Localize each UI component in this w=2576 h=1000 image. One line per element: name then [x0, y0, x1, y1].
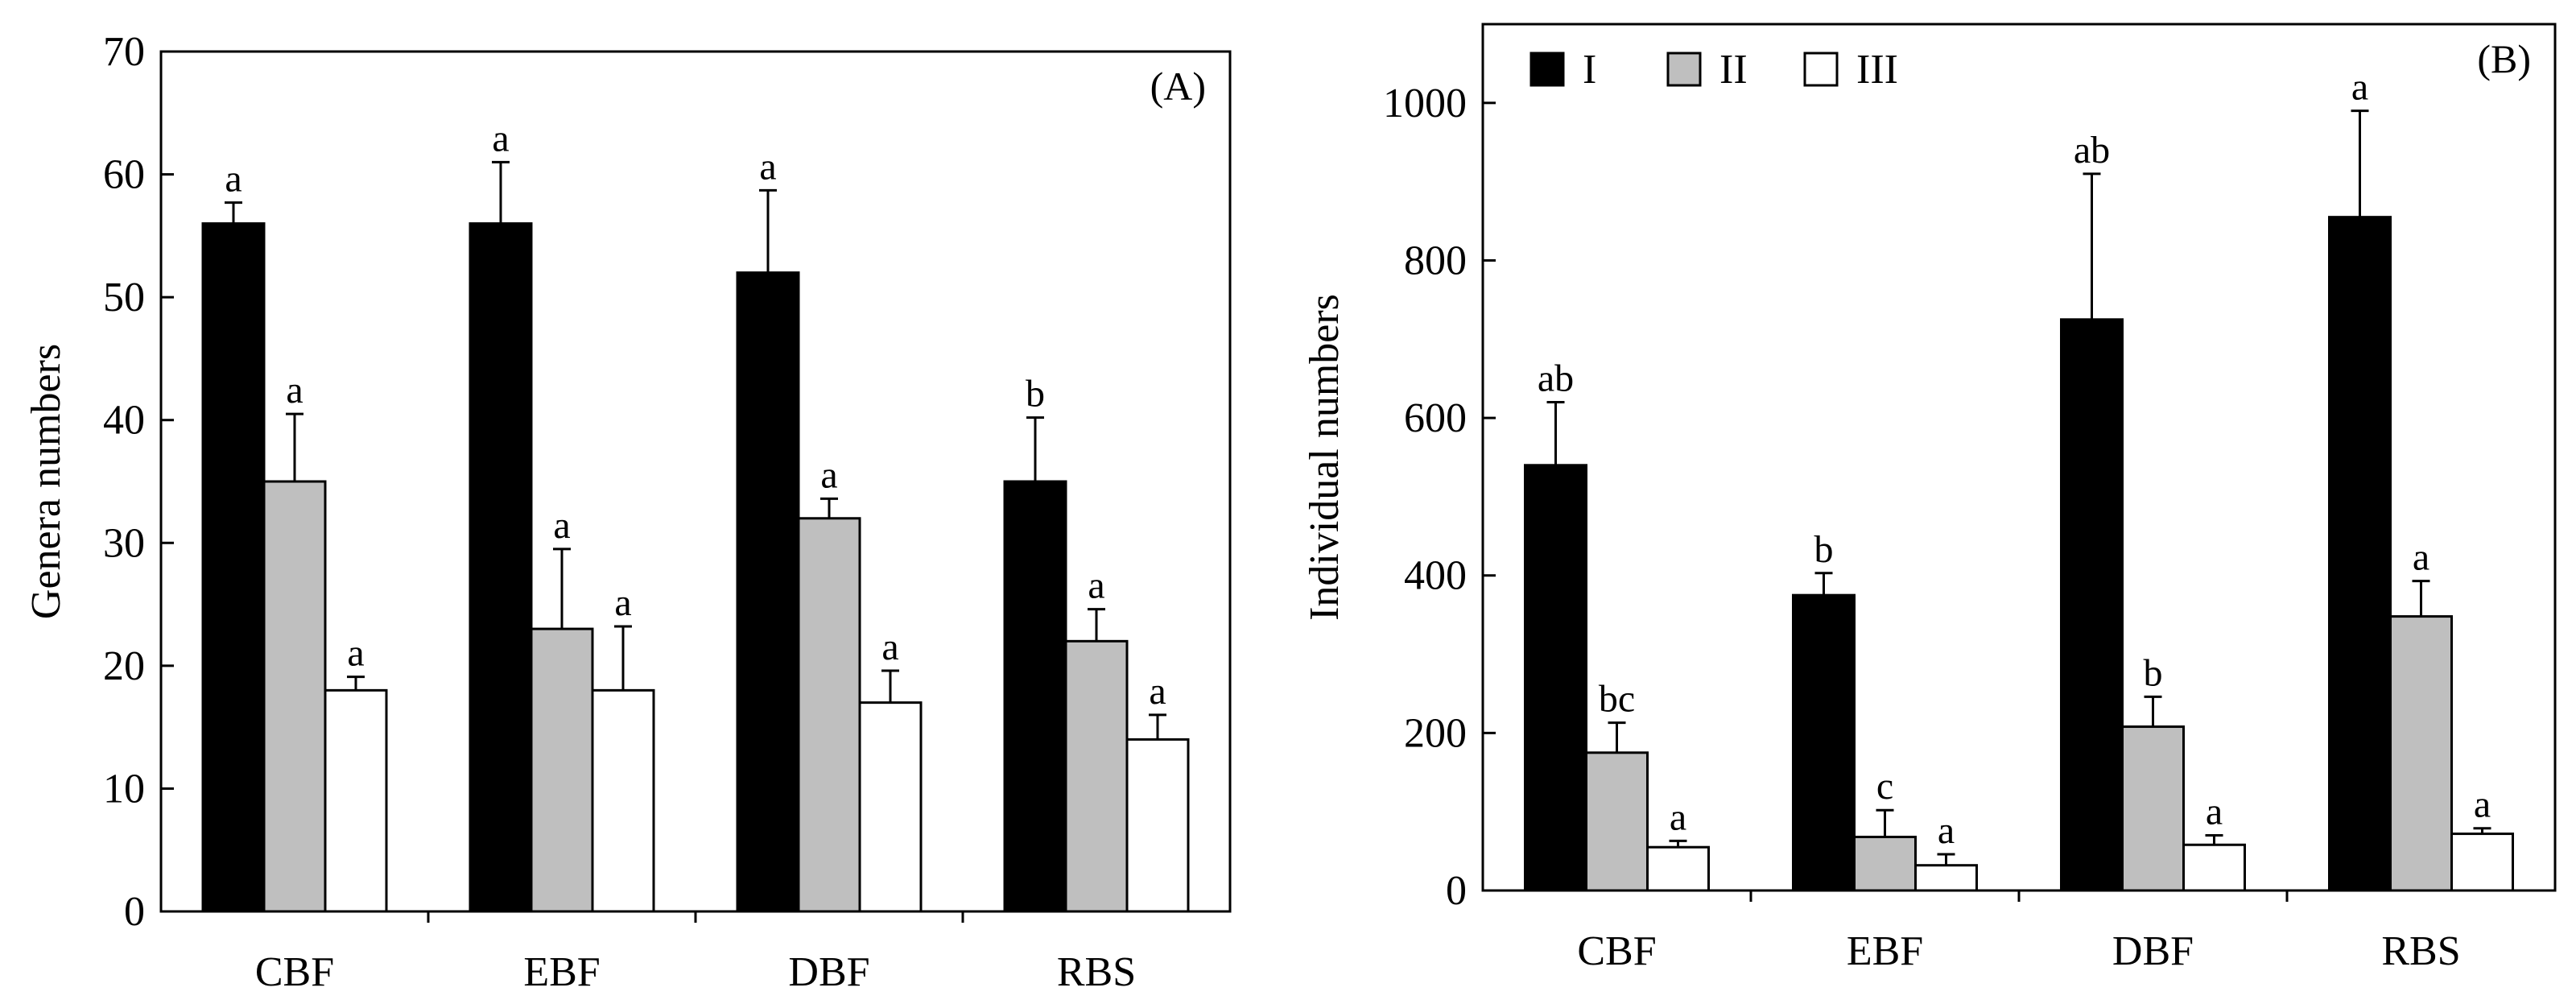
bar [201, 222, 266, 913]
significance-label: a [759, 145, 776, 188]
y-tick-label: 70 [103, 29, 145, 75]
bar [1646, 845, 1710, 892]
y-tick-label: 10 [103, 766, 145, 812]
significance-label: c [1876, 765, 1893, 808]
y-tick-label: 40 [103, 398, 145, 444]
significance-label: a [1670, 795, 1686, 838]
bar [591, 688, 655, 913]
y-axis-title: Individual numbers [1302, 294, 1348, 621]
significance-label: b [1814, 528, 1834, 571]
significance-label: a [1938, 809, 1955, 852]
panel-a: 0 10 20 30 40 50 60 70 Genera numbers (A) a a a CBF a a… [23, 29, 1232, 995]
significance-label: a [225, 158, 242, 200]
bar [2121, 725, 2185, 892]
x-tick-label: DBF [2112, 928, 2194, 974]
significance-label: a [2413, 536, 2429, 579]
bar [1125, 738, 1190, 913]
significance-label: bc [1599, 678, 1635, 721]
y-tick-label: 0 [124, 889, 145, 935]
y-tick-label: 200 [1404, 710, 1467, 756]
panel-label: (B) [2477, 36, 2531, 81]
y-tick-label: 50 [103, 275, 145, 320]
y-tick-label: 20 [103, 643, 145, 689]
x-tick-label: RBS [1057, 949, 1136, 995]
bar [1003, 480, 1067, 913]
bar [797, 517, 861, 913]
bar [1585, 751, 1649, 892]
significance-label: ab [1538, 357, 1574, 400]
legend-label: II [1719, 47, 1748, 93]
bar [2389, 615, 2453, 892]
bar [2182, 843, 2246, 892]
bar [469, 222, 533, 913]
significance-label: b [1026, 373, 1045, 415]
legend-label: III [1856, 47, 1898, 93]
bar [2328, 216, 2392, 892]
bar [262, 480, 327, 913]
x-tick-label: EBF [1847, 928, 1923, 974]
significance-label: a [286, 369, 303, 411]
y-axis-title: Genera numbers [23, 344, 69, 619]
bar [2450, 833, 2514, 892]
x-tick-label: RBS [2381, 928, 2460, 974]
significance-label: a [2206, 791, 2223, 833]
bar [324, 688, 388, 913]
y-tick-label: 600 [1404, 395, 1467, 441]
legend-swatch [1803, 52, 1839, 87]
significance-label: a [553, 504, 570, 547]
bar [736, 271, 800, 913]
significance-label: a [347, 632, 364, 675]
significance-label: a [492, 117, 509, 159]
y-tick-label: 1000 [1383, 81, 1467, 126]
significance-label: a [881, 626, 898, 668]
bar [1524, 464, 1587, 892]
bar [1792, 593, 1856, 892]
significance-label: b [2144, 651, 2163, 694]
bar [858, 701, 923, 913]
bar [2060, 318, 2124, 892]
significance-label: a [2351, 66, 2368, 109]
bar [530, 627, 594, 913]
x-tick-label: CBF [255, 949, 334, 995]
y-tick-label: 400 [1404, 553, 1467, 599]
bar [1853, 835, 1917, 892]
significance-label: ab [2074, 129, 2110, 171]
y-tick-label: 0 [1446, 868, 1467, 914]
significance-label: a [820, 453, 837, 496]
legend-swatch [1666, 52, 1702, 87]
y-tick-label: 800 [1404, 238, 1467, 283]
x-tick-label: DBF [788, 949, 869, 995]
legend-swatch [1530, 52, 1565, 87]
bar [1064, 639, 1129, 913]
significance-label: a [2474, 783, 2491, 826]
y-tick-label: 60 [103, 152, 145, 198]
x-tick-label: CBF [1577, 928, 1656, 974]
legend-label: I [1583, 47, 1596, 93]
panel-label: (A) [1150, 64, 1206, 109]
bar [1914, 864, 1978, 892]
significance-label: a [1088, 564, 1104, 607]
significance-label: a [614, 581, 631, 624]
x-tick-label: EBF [523, 949, 600, 995]
y-tick-label: 30 [103, 520, 145, 566]
significance-label: a [1149, 670, 1166, 713]
